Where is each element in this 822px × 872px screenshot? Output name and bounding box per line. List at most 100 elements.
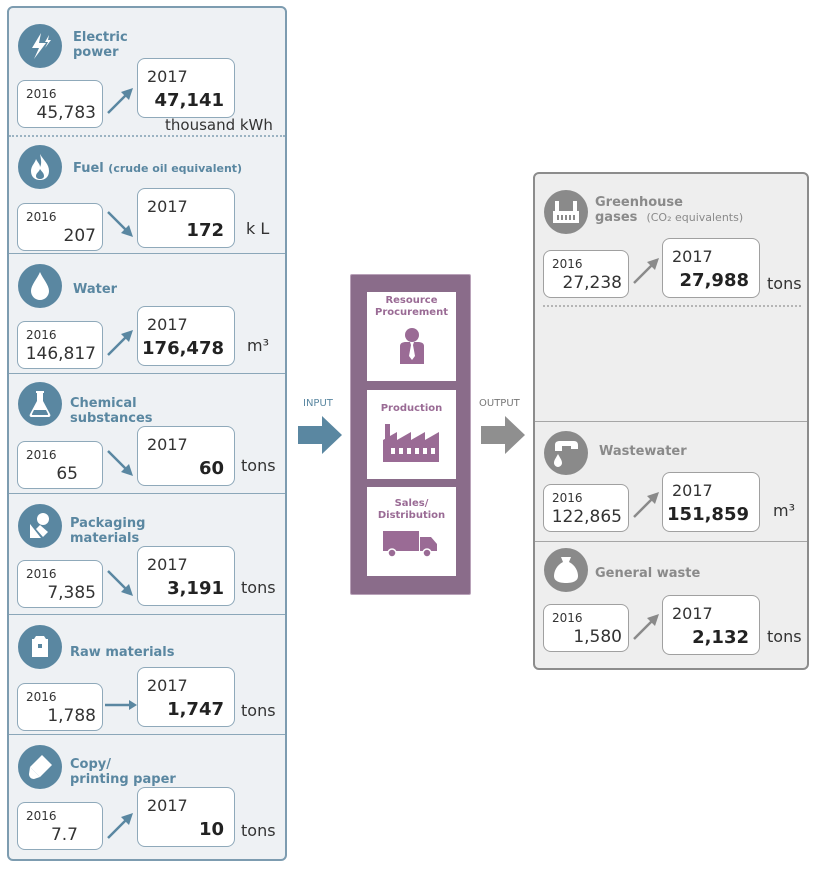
value-2017-box: 2017 151,859 <box>662 472 760 532</box>
flat-arrow-icon <box>105 700 137 710</box>
year-2016-label: 2016 <box>26 210 57 224</box>
year-2016-label: 2016 <box>552 611 583 625</box>
value-2017: 172 <box>186 220 224 241</box>
greenhouse-gases-section: Greenhouse gases (CO₂ equivalents) 2016 … <box>535 174 807 422</box>
year-2016-label: 2016 <box>26 87 57 101</box>
flask-icon <box>18 382 62 426</box>
increase-arrow-icon <box>107 88 133 114</box>
output-label: OUTPUT <box>479 398 520 409</box>
year-2016-label: 2016 <box>552 491 583 505</box>
flame-icon <box>18 145 62 189</box>
faucet-icon <box>544 431 588 475</box>
resource-procurement-card: Resource Procurement <box>367 292 456 381</box>
value-2016: 1,788 <box>47 706 96 726</box>
stage-label-line2: Distribution <box>377 510 446 521</box>
value-2016: 45,783 <box>36 103 96 123</box>
section-title: Chemical <box>70 396 137 411</box>
year-2016-label: 2016 <box>26 328 57 342</box>
section-title: Copy/ <box>70 757 111 772</box>
packaging-icon <box>18 504 62 548</box>
input-arrow-icon <box>298 416 342 454</box>
value-2016-box: 2016 7.7 <box>17 802 103 850</box>
year-2016-label: 2016 <box>26 690 57 704</box>
unit-label: tons <box>241 578 276 597</box>
value-2017-box: 2017 1,747 <box>137 667 235 727</box>
section-title-line2: power <box>73 45 119 60</box>
value-2016-box: 2016 27,238 <box>543 250 629 298</box>
person-icon <box>400 328 424 364</box>
value-2017: 10 <box>198 819 224 840</box>
sales-distribution-card: Sales/ Distribution <box>367 487 456 576</box>
section-subtitle: (CO₂ equivalents) <box>646 211 744 224</box>
year-2017-label: 2017 <box>672 247 713 266</box>
year-2017-label: 2017 <box>147 315 188 334</box>
production-card: Production <box>367 390 456 479</box>
unit-label: tons <box>241 821 276 840</box>
decrease-arrow-icon <box>107 450 133 476</box>
value-2016: 122,865 <box>551 507 622 527</box>
unit-label: tons <box>241 456 276 475</box>
value-2017: 176,478 <box>142 338 224 359</box>
value-2017-box: 2017 176,478 <box>137 306 235 366</box>
value-2017: 1,747 <box>167 699 224 720</box>
value-2017: 27,988 <box>679 270 749 291</box>
value-2016-box: 2016 122,865 <box>543 484 629 532</box>
year-2016-label: 2016 <box>26 809 57 823</box>
input-label: INPUT <box>303 398 333 409</box>
section-title: Greenhouse <box>595 195 683 210</box>
value-2017: 3,191 <box>167 578 224 599</box>
stage-label: Resource <box>385 295 438 306</box>
value-2016: 146,817 <box>25 344 96 364</box>
year-2017-label: 2017 <box>147 555 188 574</box>
section-title: Electric <box>73 30 128 45</box>
section-title-line2: gases <box>595 210 638 225</box>
chemical-substances-section: Chemical substances 2016 65 2017 60 tons <box>9 373 285 494</box>
section-title: Raw materials <box>70 645 175 660</box>
year-2016-label: 2016 <box>26 448 57 462</box>
unit-label: tons <box>241 701 276 720</box>
value-2017-box: 2017 60 <box>137 426 235 486</box>
value-2017-box: 2017 3,191 <box>137 546 235 606</box>
raw-materials-section: Raw materials 2016 1,788 2017 1,747 tons <box>9 614 285 735</box>
section-title: Packaging <box>70 516 146 531</box>
value-2016: 1,580 <box>573 627 622 647</box>
value-2017: 60 <box>198 458 224 479</box>
increase-arrow-icon <box>633 492 659 518</box>
section-subtitle: (crude oil equivalent) <box>108 162 243 175</box>
value-2017-box: 2017 2,132 <box>662 595 760 655</box>
year-2017-label: 2017 <box>147 197 188 216</box>
unit-label: k L <box>246 219 270 238</box>
value-2016-box: 2016 1,580 <box>543 604 629 652</box>
water-section: Water 2016 146,817 2017 176,478 m³ <box>9 253 285 374</box>
increase-arrow-icon <box>107 813 133 839</box>
increase-arrow-icon <box>633 614 659 640</box>
value-2017-box: 2017 47,141 <box>137 58 235 118</box>
paper-icon <box>18 745 62 789</box>
trash-bag-icon <box>544 548 588 592</box>
section-title-line2: materials <box>70 531 140 546</box>
value-2016: 27,238 <box>562 273 622 293</box>
value-2017-box: 2017 10 <box>137 787 235 847</box>
value-2017-box: 2017 172 <box>137 188 235 248</box>
year-2017-label: 2017 <box>147 796 188 815</box>
value-2016-box: 2016 1,788 <box>17 683 103 731</box>
input-panel: Electric power 2016 45,783 2017 47,141 t… <box>7 6 287 861</box>
value-2016: 207 <box>63 226 96 246</box>
unit-label: thousand kWh <box>165 116 273 134</box>
stage-label: Production <box>380 403 443 414</box>
wastewater-section: Wastewater 2016 122,865 2017 151,859 m³ <box>535 421 807 542</box>
stage-label: Sales/ <box>394 498 429 509</box>
unit-label: tons <box>767 274 802 293</box>
truck-icon <box>383 531 437 558</box>
year-2017-label: 2017 <box>147 67 188 86</box>
bag-icon <box>18 625 62 669</box>
decrease-arrow-icon <box>107 211 133 237</box>
output-panel: Greenhouse gases (CO₂ equivalents) 2016 … <box>533 172 809 670</box>
section-title: General waste <box>595 566 701 581</box>
section-title-line2: substances <box>70 411 153 426</box>
year-2017-label: 2017 <box>147 676 188 695</box>
electric-power-section: Electric power 2016 45,783 2017 47,141 t… <box>9 8 285 136</box>
unit-label: m³ <box>247 336 269 355</box>
general-waste-section: General waste 2016 1,580 2017 2,132 tons <box>535 541 807 668</box>
value-2016-box: 2016 7,385 <box>17 560 103 608</box>
